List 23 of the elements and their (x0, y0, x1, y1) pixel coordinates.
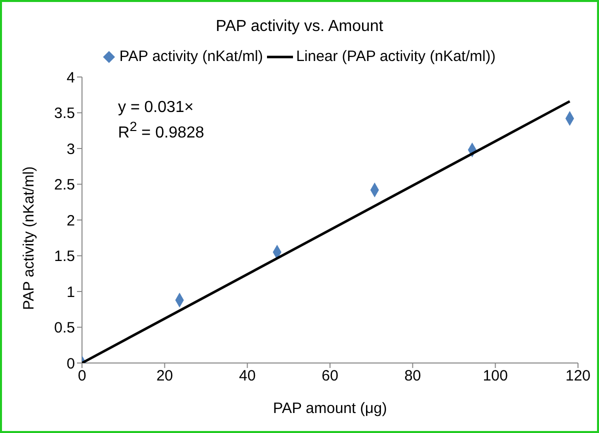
x-tick-label: 120 (565, 368, 591, 385)
y-tick-label: 3 (66, 140, 75, 158)
y-tick-label: 2 (66, 212, 75, 230)
x-tick-label: 40 (238, 368, 256, 385)
y-tick-label: 0 (66, 355, 75, 372)
y-tick-label: 0.5 (54, 320, 75, 337)
y-tick-label: 3.5 (54, 105, 75, 122)
x-tick-label: 0 (78, 368, 86, 385)
x-axis-title: PAP amount (μg) (273, 400, 387, 417)
x-tick-label: 80 (404, 368, 422, 385)
legend-label: Linear (PAP activity (nKat/ml)) (296, 48, 496, 65)
y-tick-label: 4 (66, 69, 75, 86)
x-tick-label: 60 (322, 368, 338, 385)
y-axis-title: PAP activity (nKat/ml) (20, 166, 38, 310)
x-tick-label: 100 (482, 368, 508, 385)
y-tick-label: 1.5 (54, 248, 75, 266)
annotation: R$^{2}$ = 0.9828 (118, 118, 204, 142)
y-tick-label: 1 (66, 284, 75, 301)
x-tick-label: 20 (156, 368, 174, 385)
annotation: y = 0.031× (118, 98, 195, 117)
y-tick-label: 2.5 (54, 176, 75, 194)
legend-label: PAP activity (nKat/ml) (119, 48, 264, 65)
chart-title: PAP activity vs. Amount (214, 18, 384, 37)
